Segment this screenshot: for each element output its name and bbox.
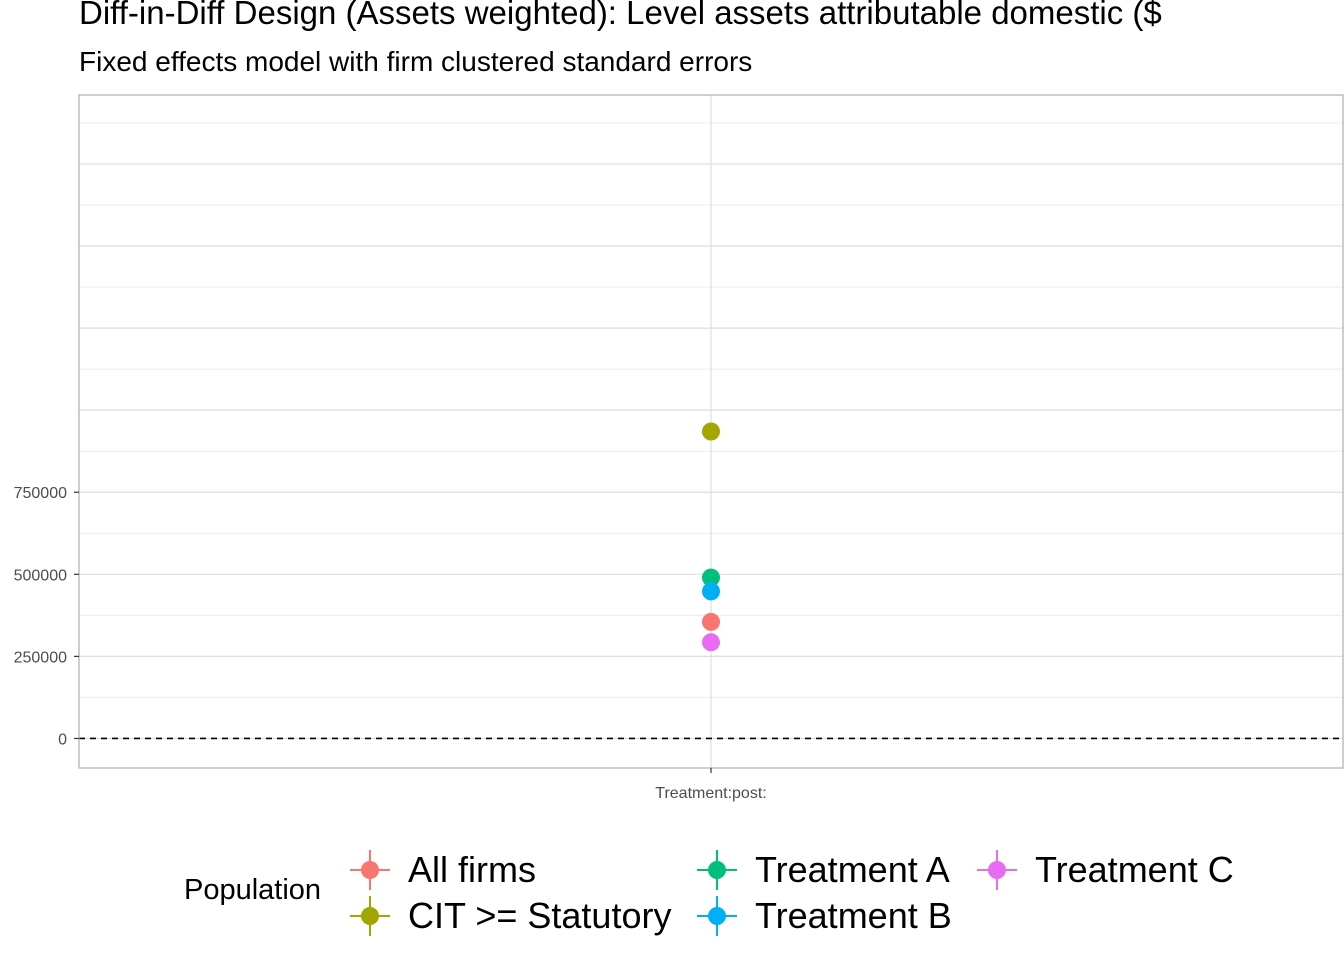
legend-item-treatment-b: Treatment B: [697, 894, 952, 938]
legend-key-icon: [697, 850, 737, 890]
legend-key-icon: [350, 850, 390, 890]
x-axis-ticks: Treatment:post:: [655, 768, 767, 802]
legend-label: All firms: [408, 849, 536, 890]
legend-item-treatment-c: Treatment C: [977, 848, 1234, 892]
chart-subtitle: Fixed effects model with firm clustered …: [79, 46, 753, 77]
legend-label: CIT >= Statutory: [408, 895, 672, 936]
legend-item-all-firms: All firms: [350, 848, 536, 892]
legend-item-cit-statutory: CIT >= Statutory: [350, 894, 671, 938]
legend-key-icon: [977, 850, 1017, 890]
y-tick-label: 500000: [14, 567, 67, 584]
legend-key-icon: [350, 896, 390, 936]
legend-label: Treatment B: [755, 895, 952, 936]
chart-title: Diff-in-Diff Design (Assets weighted): L…: [79, 0, 1162, 31]
data-points: [702, 422, 720, 652]
data-point: [702, 612, 720, 631]
y-tick-label: 0: [58, 731, 67, 748]
data-point: [702, 422, 720, 441]
y-tick-label: 750000: [14, 485, 67, 502]
legend-label: Treatment A: [755, 849, 950, 890]
legend-key-icon: [697, 896, 737, 936]
data-point: [702, 582, 720, 601]
data-point: [702, 633, 720, 652]
data-point: [702, 568, 720, 587]
legend-title: Population: [184, 874, 322, 906]
y-tick-label: 250000: [14, 649, 67, 666]
y-axis-ticks: 0 250000 500000 750000: [14, 485, 79, 748]
x-tick-label: Treatment:post:: [655, 785, 766, 802]
legend-label: Treatment C: [1035, 849, 1234, 890]
legend-item-treatment-a: Treatment A: [697, 848, 950, 892]
